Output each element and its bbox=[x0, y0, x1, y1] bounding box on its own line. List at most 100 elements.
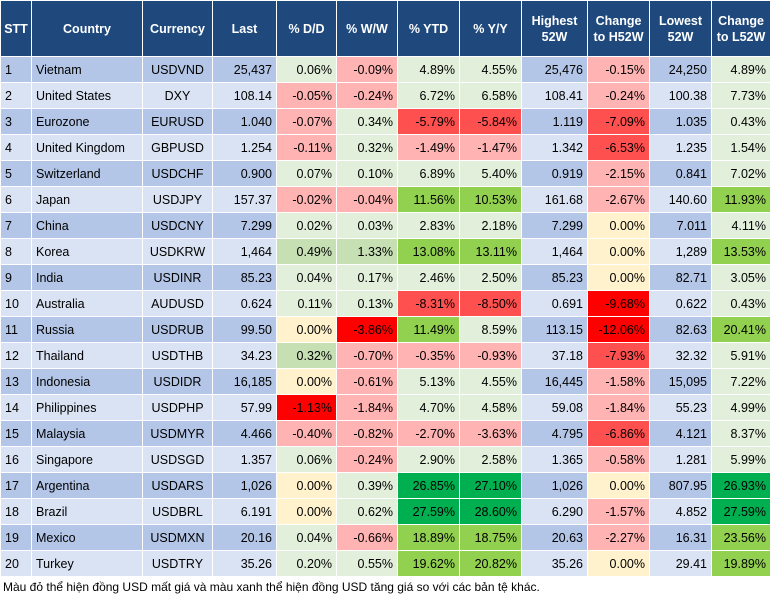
cell-currency: USDCHF bbox=[143, 161, 212, 186]
table-row: 11 Russia USDRUB 99.50 0.00% -3.86% 11.49% 8.59… bbox=[1, 317, 770, 342]
cell-last: 7.299 bbox=[213, 213, 276, 238]
cell-low52: 15,095 bbox=[650, 369, 711, 394]
cell-yy: -5.84% bbox=[460, 109, 521, 134]
cell-low52: 16.31 bbox=[650, 525, 711, 550]
cell-country: Philippines bbox=[32, 395, 142, 420]
cell-stt: 19 bbox=[1, 525, 31, 550]
cell-ww: 0.32% bbox=[337, 135, 397, 160]
cell-stt: 10 bbox=[1, 291, 31, 316]
cell-yy: 2.50% bbox=[460, 265, 521, 290]
cell-low52: 32.32 bbox=[650, 343, 711, 368]
table-row: 19 Mexico USDMXN 20.16 0.04% -0.66% 18.89% 18.7… bbox=[1, 525, 770, 550]
cell-yy: -1.47% bbox=[460, 135, 521, 160]
col-header-change-l52: Change to L52W bbox=[712, 1, 770, 56]
cell-country: Eurozone bbox=[32, 109, 142, 134]
cell-ytd: -0.35% bbox=[398, 343, 459, 368]
cell-change-l52: 3.05% bbox=[712, 265, 770, 290]
cell-stt: 4 bbox=[1, 135, 31, 160]
cell-dd: 0.06% bbox=[277, 447, 336, 472]
cell-dd: -0.11% bbox=[277, 135, 336, 160]
col-header-last: Last bbox=[213, 1, 276, 56]
cell-change-h52: -1.58% bbox=[588, 369, 649, 394]
cell-yy: 4.58% bbox=[460, 395, 521, 420]
cell-change-l52: 7.73% bbox=[712, 83, 770, 108]
cell-ytd: 5.13% bbox=[398, 369, 459, 394]
cell-low52: 1,289 bbox=[650, 239, 711, 264]
col-header-currency: Currency bbox=[143, 1, 212, 56]
table-row: 6 Japan USDJPY 157.37 -0.02% -0.04% 11.56% 10.5… bbox=[1, 187, 770, 212]
cell-last: 85.23 bbox=[213, 265, 276, 290]
cell-last: 6.191 bbox=[213, 499, 276, 524]
cell-country: United States bbox=[32, 83, 142, 108]
cell-currency: GBPUSD bbox=[143, 135, 212, 160]
cell-last: 57.99 bbox=[213, 395, 276, 420]
cell-change-h52: 0.00% bbox=[588, 473, 649, 498]
cell-dd: 0.04% bbox=[277, 525, 336, 550]
cell-low52: 29.41 bbox=[650, 551, 711, 576]
cell-currency: USDRUB bbox=[143, 317, 212, 342]
cell-change-l52: 19.89% bbox=[712, 551, 770, 576]
cell-ww: -1.84% bbox=[337, 395, 397, 420]
cell-dd: 0.02% bbox=[277, 213, 336, 238]
cell-yy: 4.55% bbox=[460, 369, 521, 394]
cell-last: 0.624 bbox=[213, 291, 276, 316]
cell-currency: AUDUSD bbox=[143, 291, 212, 316]
table-row: 13 Indonesia USDIDR 16,185 0.00% -0.61% 5.13% 4… bbox=[1, 369, 770, 394]
cell-change-l52: 0.43% bbox=[712, 291, 770, 316]
cell-high52: 37.18 bbox=[522, 343, 587, 368]
cell-country: Russia bbox=[32, 317, 142, 342]
cell-ytd: -1.49% bbox=[398, 135, 459, 160]
table-row: 8 Korea USDKRW 1,464 0.49% 1.33% 13.08% 13.11% 1… bbox=[1, 239, 770, 264]
cell-change-h52: 0.00% bbox=[588, 551, 649, 576]
cell-country: Korea bbox=[32, 239, 142, 264]
cell-stt: 16 bbox=[1, 447, 31, 472]
col-header-ww: % W/W bbox=[337, 1, 397, 56]
cell-dd: -1.13% bbox=[277, 395, 336, 420]
cell-yy: 2.18% bbox=[460, 213, 521, 238]
cell-change-h52: -9.68% bbox=[588, 291, 649, 316]
cell-ytd: 4.70% bbox=[398, 395, 459, 420]
cell-country: Australia bbox=[32, 291, 142, 316]
currency-table: STT Country Currency Last % D/D % W/W % … bbox=[1, 1, 770, 576]
table-row: 12 Thailand USDTHB 34.23 0.32% -0.70% -0.35% -0… bbox=[1, 343, 770, 368]
cell-last: 20.16 bbox=[213, 525, 276, 550]
cell-stt: 12 bbox=[1, 343, 31, 368]
cell-change-h52: -2.67% bbox=[588, 187, 649, 212]
table-row: 10 Australia AUDUSD 0.624 0.11% 0.13% -8.31% -8… bbox=[1, 291, 770, 316]
cell-dd: 0.07% bbox=[277, 161, 336, 186]
cell-stt: 20 bbox=[1, 551, 31, 576]
cell-last: 0.900 bbox=[213, 161, 276, 186]
cell-ytd: 19.62% bbox=[398, 551, 459, 576]
cell-change-l52: 13.53% bbox=[712, 239, 770, 264]
cell-currency: USDTRY bbox=[143, 551, 212, 576]
cell-yy: -0.93% bbox=[460, 343, 521, 368]
cell-ww: 0.55% bbox=[337, 551, 397, 576]
table-row: 16 Singapore USDSGD 1.357 0.06% -0.24% 2.90% 2.… bbox=[1, 447, 770, 472]
cell-yy: 6.58% bbox=[460, 83, 521, 108]
cell-high52: 113.15 bbox=[522, 317, 587, 342]
cell-currency: USDTHB bbox=[143, 343, 212, 368]
cell-currency: USDVND bbox=[143, 57, 212, 82]
cell-ytd: -2.70% bbox=[398, 421, 459, 446]
cell-ww: 0.10% bbox=[337, 161, 397, 186]
table-row: 7 China USDCNY 7.299 0.02% 0.03% 2.83% 2.18% 7.2… bbox=[1, 213, 770, 238]
cell-high52: 16,445 bbox=[522, 369, 587, 394]
cell-change-l52: 0.43% bbox=[712, 109, 770, 134]
cell-last: 34.23 bbox=[213, 343, 276, 368]
cell-dd: -0.40% bbox=[277, 421, 336, 446]
cell-change-h52: 0.00% bbox=[588, 265, 649, 290]
cell-low52: 82.63 bbox=[650, 317, 711, 342]
cell-ww: -0.09% bbox=[337, 57, 397, 82]
cell-change-l52: 20.41% bbox=[712, 317, 770, 342]
cell-low52: 1.281 bbox=[650, 447, 711, 472]
cell-high52: 4.795 bbox=[522, 421, 587, 446]
cell-currency: USDMXN bbox=[143, 525, 212, 550]
cell-change-l52: 7.22% bbox=[712, 369, 770, 394]
cell-stt: 11 bbox=[1, 317, 31, 342]
cell-ytd: 11.56% bbox=[398, 187, 459, 212]
table-row: 18 Brazil USDBRL 6.191 0.00% 0.62% 27.59% 28.60… bbox=[1, 499, 770, 524]
cell-ww: 0.03% bbox=[337, 213, 397, 238]
cell-low52: 1.235 bbox=[650, 135, 711, 160]
cell-dd: 0.20% bbox=[277, 551, 336, 576]
cell-change-l52: 1.54% bbox=[712, 135, 770, 160]
